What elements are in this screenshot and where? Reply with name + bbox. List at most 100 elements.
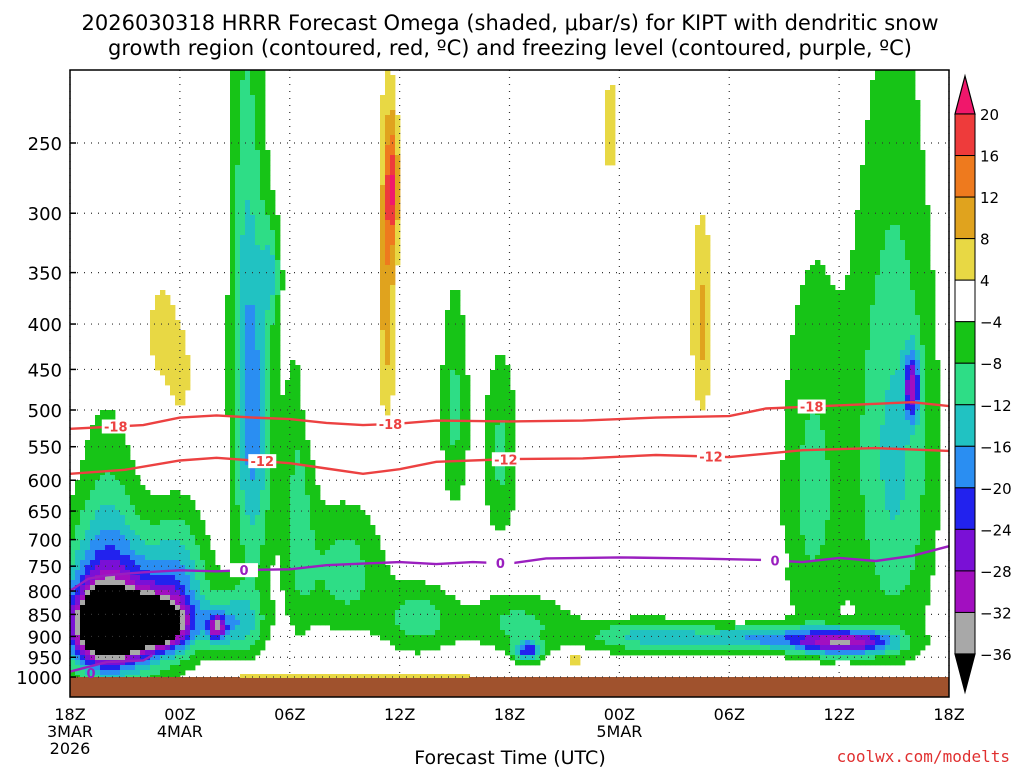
omega-cell: [860, 545, 866, 551]
omega-cell: [905, 250, 911, 256]
omega-cell: [830, 420, 836, 426]
omega-cell: [795, 420, 801, 426]
omega-cell: [880, 265, 886, 271]
omega-cell: [865, 335, 871, 341]
omega-cell: [855, 365, 861, 371]
omega-cell: [240, 260, 246, 266]
omega-cell: [920, 205, 926, 211]
omega-cell: [795, 465, 801, 471]
omega-cell: [455, 460, 461, 466]
omega-cell: [370, 550, 376, 556]
omega-cell: [265, 390, 271, 396]
omega-cell: [85, 535, 91, 541]
omega-cell: [890, 160, 896, 166]
omega-cell: [290, 475, 296, 481]
omega-cell: [830, 305, 836, 311]
omega-cell: [850, 505, 856, 511]
omega-cell: [245, 155, 251, 161]
omega-cell: [820, 280, 826, 286]
omega-cell: [245, 195, 251, 201]
omega-cell: [270, 230, 276, 236]
omega-cell: [900, 160, 906, 166]
omega-cell: [95, 440, 101, 446]
omega-cell: [870, 140, 876, 146]
omega-cell: [905, 515, 911, 521]
omega-cell: [870, 245, 876, 251]
omega-cell: [920, 330, 926, 336]
omega-cell: [385, 190, 391, 196]
omega-cell: [125, 445, 131, 451]
omega-cell: [865, 215, 871, 221]
omega-cell: [340, 520, 346, 526]
omega-cell: [835, 370, 841, 376]
omega-cell: [815, 420, 821, 426]
omega-cell: [245, 130, 251, 136]
omega-cell: [820, 485, 826, 491]
omega-cell: [110, 450, 116, 456]
omega-cell: [930, 270, 936, 276]
omega-cell: [275, 400, 281, 406]
omega-cell: [890, 340, 896, 346]
omega-cell: [295, 365, 301, 371]
omega-cell: [920, 520, 926, 526]
omega-cell: [325, 520, 331, 526]
omega-cell: [230, 320, 236, 326]
omega-cell: [920, 305, 926, 311]
omega-cell: [460, 315, 466, 321]
omega-cell: [845, 455, 851, 461]
omega-cell: [360, 525, 366, 531]
omega-cell: [850, 380, 856, 386]
omega-cell: [390, 200, 396, 206]
omega-cell: [875, 290, 881, 296]
omega-cell: [275, 280, 281, 286]
omega-cell: [295, 470, 301, 476]
omega-cell: [605, 135, 611, 141]
omega-cell: [230, 310, 236, 316]
omega-cell: [875, 465, 881, 471]
omega-cell: [870, 385, 876, 391]
omega-cell: [785, 475, 791, 481]
omega-cell: [165, 525, 171, 531]
omega-cell: [880, 410, 886, 416]
omega-cell: [505, 370, 511, 376]
omega-cell: [265, 260, 271, 266]
omega-cell: [930, 385, 936, 391]
omega-cell: [150, 560, 156, 566]
omega-cell: [290, 360, 296, 366]
omega-cell: [280, 450, 286, 456]
omega-cell: [920, 270, 926, 276]
omega-cell: [845, 450, 851, 456]
omega-cell: [840, 500, 846, 506]
omega-cell: [700, 295, 706, 301]
omega-cell: [840, 450, 846, 456]
omega-cell: [610, 160, 616, 166]
omega-cell: [890, 375, 896, 381]
omega-cell: [890, 230, 896, 236]
omega-cell: [240, 315, 246, 321]
omega-cell: [500, 525, 506, 531]
omega-cell: [240, 545, 246, 551]
omega-cell: [265, 515, 271, 521]
omega-cell: [885, 265, 891, 271]
omega-cell: [915, 480, 921, 486]
omega-cell: [255, 555, 261, 561]
omega-cell: [820, 435, 826, 441]
omega-cell: [460, 385, 466, 391]
omega-cell: [495, 495, 501, 501]
omega-cell: [455, 375, 461, 381]
omega-cell: [360, 520, 366, 526]
omega-cell: [385, 335, 391, 341]
omega-cell: [290, 520, 296, 526]
omega-cell: [885, 410, 891, 416]
omega-cell: [900, 115, 906, 121]
omega-cell: [245, 85, 251, 91]
omega-cell: [180, 350, 186, 356]
omega-cell: [810, 355, 816, 361]
omega-cell: [895, 115, 901, 121]
omega-cell: [125, 560, 131, 566]
omega-cell: [445, 365, 451, 371]
omega-cell: [885, 80, 891, 86]
omega-cell: [790, 340, 796, 346]
omega-cell: [780, 490, 786, 496]
omega-cell: [605, 115, 611, 121]
